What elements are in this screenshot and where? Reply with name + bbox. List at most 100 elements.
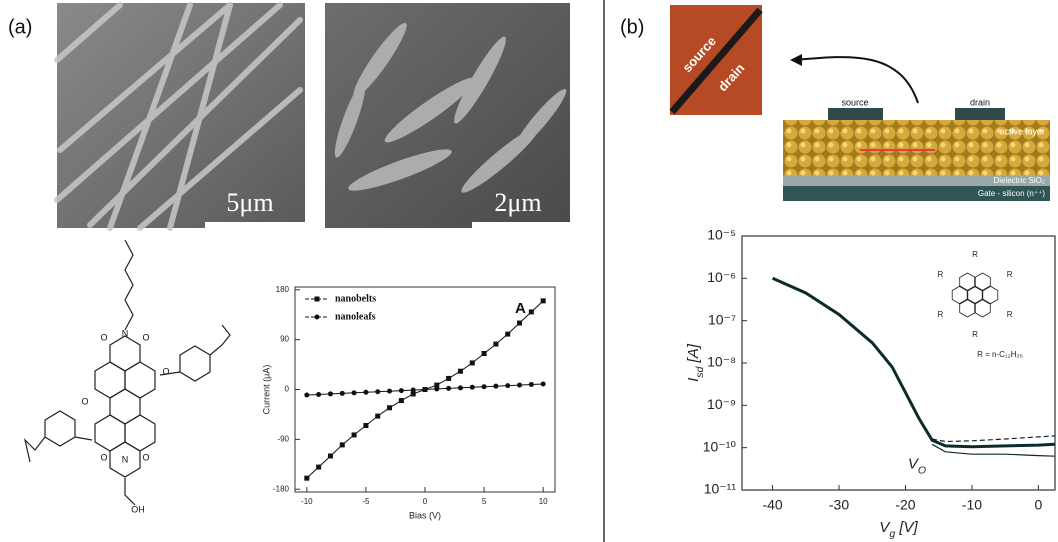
- marker: [351, 390, 357, 396]
- y-tick-label: -180: [273, 484, 290, 493]
- inset-label: R: [1007, 270, 1013, 279]
- marker: [339, 442, 345, 448]
- legend-label: nanobelts: [335, 293, 376, 304]
- marker: [422, 387, 428, 392]
- marker: [481, 384, 487, 390]
- marker: [304, 475, 310, 481]
- x-tick-label: 5: [482, 497, 487, 506]
- marker: [339, 390, 345, 396]
- device-schematic: [669, 5, 1050, 201]
- marker: [457, 385, 463, 391]
- marker: [540, 381, 546, 387]
- marker: [434, 382, 440, 388]
- inset-ring: [959, 298, 976, 318]
- y-tick-label: 10⁻¹¹: [704, 481, 737, 497]
- annotation: A: [515, 300, 526, 317]
- y-tick-label: 10⁻⁸: [707, 354, 736, 370]
- inset-label: R: [1007, 310, 1013, 319]
- x-axis-label: Vg [V]: [879, 519, 918, 540]
- marker: [446, 385, 452, 391]
- device-label: Dielectric SiO₂: [993, 176, 1045, 185]
- x-tick-label: -40: [762, 497, 782, 513]
- x-tick-label: 0: [1034, 497, 1042, 513]
- marker: [327, 391, 333, 397]
- y-axis-label-part: [A]: [685, 343, 702, 366]
- marker: [434, 386, 440, 392]
- y-axis-label-part: I: [685, 378, 702, 382]
- device-label: source: [841, 97, 868, 107]
- marker: [469, 384, 475, 390]
- scale-bar-label: 5μm: [226, 188, 273, 217]
- marker: [316, 391, 322, 397]
- inset-ring: [951, 285, 969, 305]
- atom-label: O: [142, 332, 149, 342]
- marker: [505, 331, 511, 337]
- y-axis-label: Current (μA): [261, 365, 271, 415]
- marker: [481, 350, 487, 356]
- marker: [363, 389, 369, 395]
- x-tick-label: -20: [895, 497, 915, 513]
- legend-marker: [314, 314, 320, 320]
- x-axis-label-part: g: [889, 528, 895, 540]
- marker: [387, 405, 393, 411]
- marker: [540, 298, 546, 304]
- atom-label: O: [81, 396, 88, 406]
- marker: [398, 398, 404, 404]
- y-tick-label: 10⁻⁷: [708, 311, 736, 327]
- inset-label: R: [972, 330, 978, 339]
- marker: [398, 388, 404, 394]
- y-tick-label: 10⁻¹⁰: [703, 438, 737, 454]
- legend-label: nanoleafs: [335, 311, 376, 322]
- y-tick-label: 10⁻⁹: [707, 396, 736, 412]
- scale-bar-label: 2μm: [494, 188, 541, 217]
- annotation-part: O: [918, 464, 926, 476]
- atom-label: OH: [131, 504, 145, 514]
- x-axis-label-part: [V]: [895, 519, 918, 536]
- y-tick-label: 10⁻⁶: [707, 269, 736, 285]
- marker: [387, 388, 393, 394]
- sem-image: 2μm: [325, 3, 570, 232]
- atom-label: N: [122, 328, 129, 338]
- x-tick-label: -10: [301, 497, 313, 506]
- atom-label: O: [162, 366, 169, 376]
- atom-label: O: [142, 452, 149, 462]
- device-label: Gate - silicon (n⁺⁺): [978, 189, 1045, 198]
- marker: [375, 389, 381, 395]
- inset-ring: [974, 298, 991, 318]
- marker: [410, 391, 416, 397]
- panel-label: (b): [620, 16, 644, 38]
- marker: [327, 453, 333, 459]
- marker: [493, 341, 499, 347]
- marker: [375, 413, 381, 419]
- marker: [304, 392, 310, 398]
- molecule: [23, 239, 231, 506]
- y-tick-label: -90: [277, 434, 289, 443]
- marker: [457, 368, 463, 374]
- marker: [446, 375, 452, 381]
- panel-label: (a): [8, 16, 32, 38]
- x-tick-label: -5: [362, 497, 370, 506]
- inset-label: R: [937, 270, 943, 279]
- y-axis-label-part: sd: [694, 365, 706, 377]
- inset-label: R: [937, 310, 943, 319]
- legend-marker: [314, 296, 320, 302]
- y-axis-label: Isd [A]: [685, 343, 706, 382]
- x-tick-label: 10: [539, 497, 548, 506]
- atom-label: N: [122, 454, 129, 464]
- x-tick-label: -30: [829, 497, 849, 513]
- marker: [505, 383, 511, 389]
- device-label: drain: [970, 97, 990, 107]
- inset-ring: [981, 285, 999, 305]
- x-tick-label: -10: [962, 497, 982, 513]
- x-axis-label: Bias (V): [409, 510, 441, 520]
- inset-ring: [959, 272, 976, 292]
- series-line: [771, 276, 1056, 449]
- inset-ring: [974, 272, 991, 292]
- marker: [517, 320, 523, 326]
- series-line: [931, 443, 1056, 457]
- inset-note: R = n-C₁₂H₂₅: [977, 350, 1023, 359]
- y-tick-label: 90: [280, 335, 289, 344]
- marker: [316, 464, 322, 470]
- marker: [528, 309, 534, 315]
